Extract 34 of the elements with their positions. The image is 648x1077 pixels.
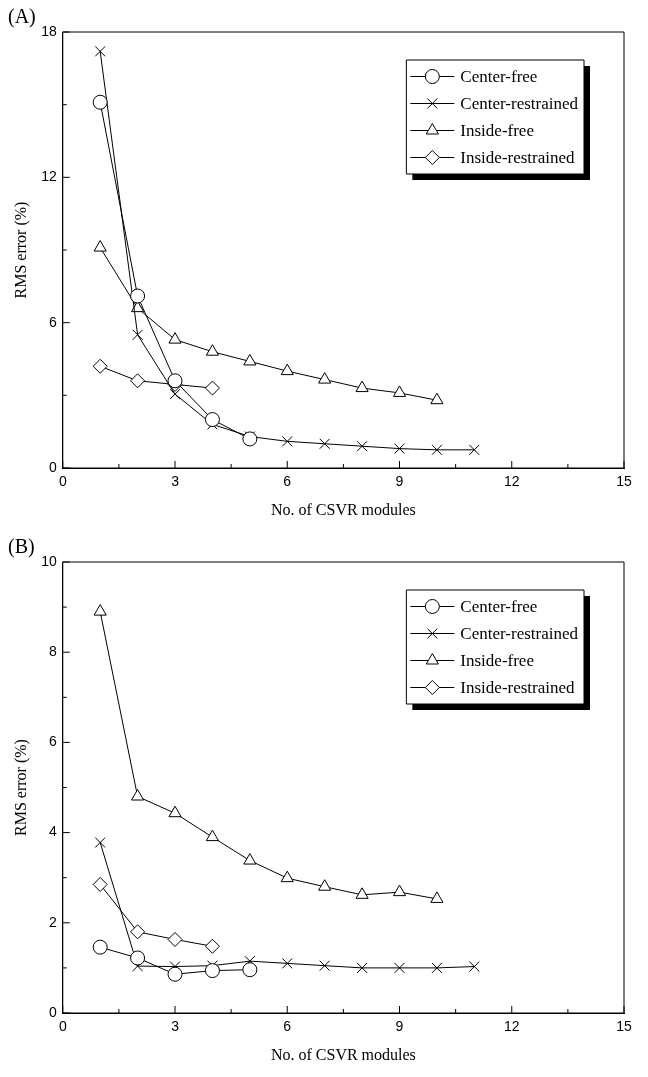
y-tick-label: 2: [48, 913, 57, 930]
x-tick-label: 3: [171, 1018, 180, 1035]
legend-label: Inside-free: [460, 650, 534, 670]
y-axis-title: RMS error (%): [11, 201, 30, 299]
legend-label: Center-restrained: [460, 93, 579, 113]
legend-label: Inside-restrained: [460, 677, 576, 697]
legend-label: Center-free: [460, 596, 538, 616]
y-tick-label: 0: [48, 1003, 57, 1020]
x-tick-label: 12: [503, 1018, 520, 1035]
x-tick-label: 15: [616, 473, 632, 490]
x-tick-label: 3: [171, 473, 180, 490]
x-tick-label: 15: [616, 1018, 632, 1035]
x-axis-title: No. of CSVR modules: [270, 1045, 416, 1063]
chart-title: (B): [8, 535, 35, 559]
x-axis-title: No. of CSVR modules: [270, 500, 416, 518]
y-tick-label: 8: [48, 643, 57, 660]
y-tick-label: 4: [48, 823, 57, 840]
legend-label: Inside-restrained: [460, 147, 576, 167]
y-tick-label: 6: [48, 733, 57, 750]
y-tick-label: 10: [41, 552, 57, 569]
x-tick-label: 6: [283, 1018, 292, 1035]
y-tick-label: 6: [48, 313, 57, 330]
x-tick-label: 12: [503, 473, 520, 490]
legend-label: Center-restrained: [460, 623, 579, 643]
y-tick-label: 0: [48, 458, 57, 475]
y-axis-title: RMS error (%): [11, 739, 30, 836]
legend-label: Inside-free: [460, 120, 534, 140]
y-tick-label: 12: [41, 168, 57, 185]
legend-label: Center-free: [460, 66, 538, 86]
x-tick-label: 6: [283, 473, 292, 490]
x-tick-label: 9: [395, 1018, 404, 1035]
chart-title: (A): [8, 5, 36, 29]
x-tick-label: 9: [395, 473, 404, 490]
y-tick-label: 18: [41, 22, 57, 39]
